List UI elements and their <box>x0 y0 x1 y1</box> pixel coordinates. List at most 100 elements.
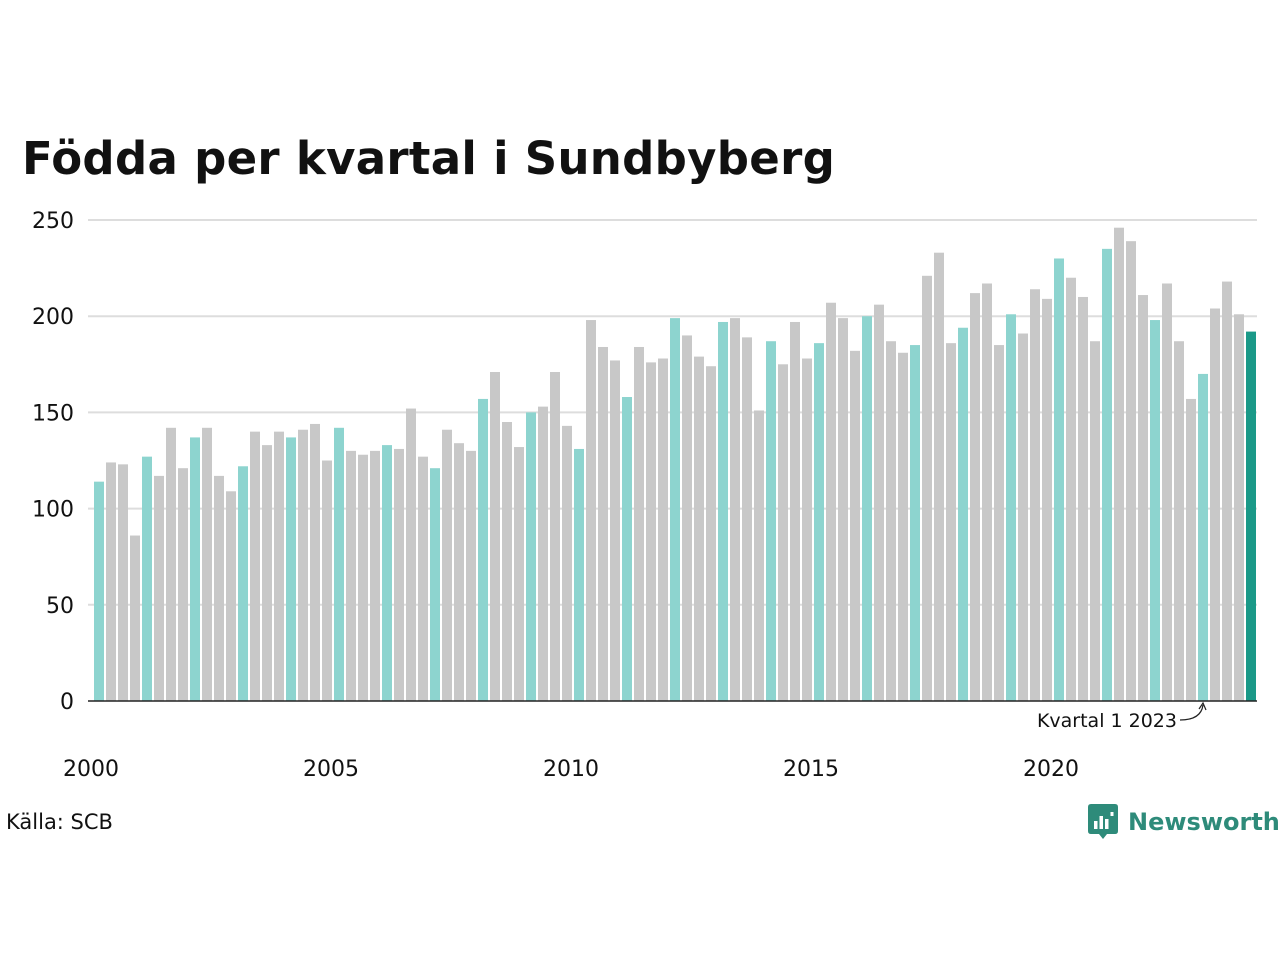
bar <box>598 346 608 701</box>
bar <box>406 408 416 701</box>
bar <box>886 341 896 701</box>
bar <box>754 410 764 701</box>
newsworthy-logo-icon <box>1088 804 1118 839</box>
bar <box>838 318 848 701</box>
bar <box>610 360 620 701</box>
bar <box>538 406 548 701</box>
bar <box>1138 295 1148 701</box>
annotation-arrowhead <box>1198 701 1207 711</box>
bar <box>190 437 200 701</box>
source-label: Källa: SCB <box>6 810 113 834</box>
bar <box>286 437 296 701</box>
brand-name: Newsworthy <box>1128 808 1280 836</box>
bar <box>742 337 752 701</box>
bar <box>1150 320 1160 701</box>
bar <box>862 316 872 701</box>
bar <box>706 366 716 701</box>
bar <box>250 431 260 701</box>
bar <box>970 293 980 701</box>
bar <box>298 429 308 701</box>
bar <box>94 481 104 701</box>
bar <box>262 445 272 701</box>
bar <box>622 397 632 701</box>
bar <box>562 425 572 701</box>
bar <box>958 327 968 701</box>
bar <box>658 358 668 701</box>
bar <box>634 346 644 701</box>
annotation-label: Kvartal 1 2023 <box>1037 710 1177 732</box>
bar <box>1246 331 1256 701</box>
bar <box>394 448 404 701</box>
newsworthy-logo[interactable]: Newsworthy <box>1088 804 1280 840</box>
bar <box>358 454 368 701</box>
bar <box>874 304 884 701</box>
x-tick-label: 2000 <box>63 757 119 782</box>
bar <box>310 423 320 701</box>
bar <box>1090 341 1100 701</box>
y-tick-label: 200 <box>32 305 74 330</box>
annotation: Kvartal 1 2023 <box>1037 701 1207 732</box>
bar <box>178 468 188 701</box>
bar <box>1102 248 1112 702</box>
x-tick-label: 2005 <box>303 757 359 782</box>
bar <box>790 321 800 701</box>
bar <box>682 335 692 701</box>
bar <box>694 356 704 701</box>
bar <box>670 318 680 701</box>
bar <box>322 460 332 701</box>
bar <box>466 450 476 701</box>
bar <box>214 475 224 701</box>
bar <box>1126 241 1136 701</box>
bar <box>502 422 512 701</box>
y-tick-label: 50 <box>46 594 74 619</box>
bar <box>430 468 440 701</box>
bar-chart: 0 50 100 150 200 250 2000 2005 2010 2015 2020 Kvar… <box>32 209 1257 782</box>
bar <box>142 456 152 701</box>
bar <box>514 447 524 701</box>
bar <box>766 341 776 701</box>
bar <box>106 462 116 701</box>
bar <box>922 275 932 701</box>
bar <box>802 358 812 701</box>
bar <box>1006 314 1016 701</box>
bar <box>382 445 392 701</box>
bar <box>898 352 908 701</box>
axes: 0 50 100 150 200 250 2000 2005 2010 2015 2020 <box>32 209 1257 782</box>
bar <box>346 450 356 701</box>
bar <box>646 362 656 701</box>
x-tick-label: 2020 <box>1023 757 1079 782</box>
bar <box>442 429 452 701</box>
bar <box>1210 308 1220 701</box>
bar <box>1078 296 1088 701</box>
bar <box>574 448 584 701</box>
bar <box>730 318 740 701</box>
bar <box>166 427 176 701</box>
bar <box>946 343 956 701</box>
x-tick-label: 2010 <box>543 757 599 782</box>
bar <box>982 283 992 701</box>
bar <box>1042 298 1052 701</box>
bar <box>1018 333 1028 701</box>
annotation-arrow <box>1179 704 1204 721</box>
bar <box>1186 398 1196 701</box>
bar <box>1222 281 1232 701</box>
bar <box>826 302 836 701</box>
bar <box>118 464 128 701</box>
bar <box>1054 258 1064 701</box>
bar <box>226 491 236 701</box>
bar <box>850 350 860 701</box>
bar <box>778 364 788 701</box>
bar <box>1162 283 1172 701</box>
y-tick-label: 150 <box>32 401 74 426</box>
bar <box>934 252 944 701</box>
bar <box>454 443 464 701</box>
bar <box>238 466 248 701</box>
bar <box>1174 341 1184 701</box>
bar <box>370 450 380 701</box>
bar <box>1066 277 1076 701</box>
bar <box>274 431 284 701</box>
bar <box>526 412 536 701</box>
bar <box>334 427 344 701</box>
bar <box>1030 289 1040 701</box>
bar <box>1114 227 1124 702</box>
